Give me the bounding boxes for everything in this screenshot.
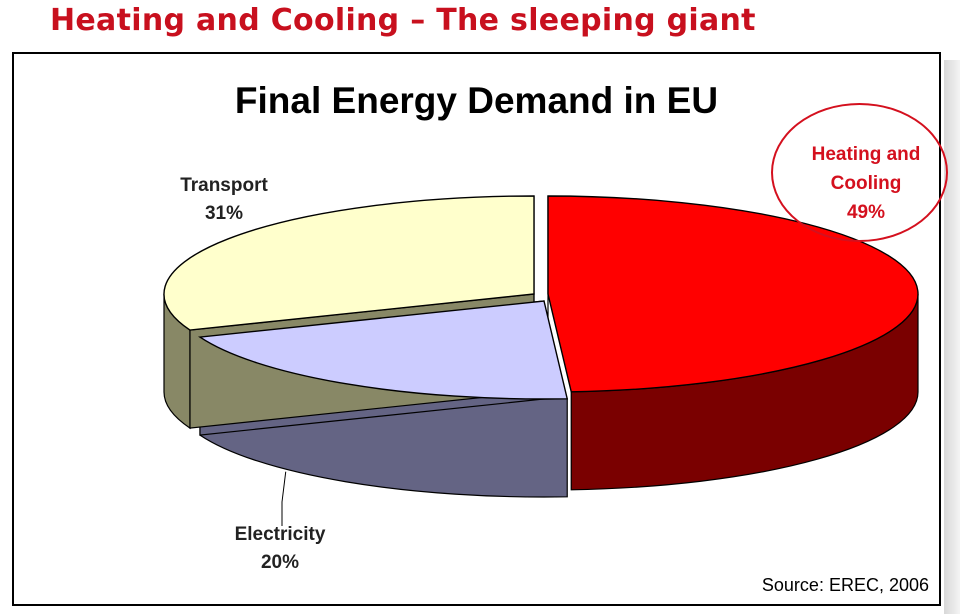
electricity-label-name: Electricity — [234, 524, 326, 545]
transport-label-value: 31% — [204, 203, 244, 224]
highlight-circle — [771, 103, 948, 242]
chart-title: Final Energy Demand in EU — [234, 80, 719, 121]
electricity-label: Electricity 20% — [210, 521, 350, 577]
slide-title: Heating and Cooling – The sleeping giant — [50, 3, 756, 38]
transport-label: Transport 31% — [159, 172, 289, 228]
pie-slice-transport — [163, 195, 535, 331]
electricity-leader-line — [281, 471, 287, 526]
chart-frame: Final Energy Demand in EU Heating and Co… — [12, 52, 948, 606]
electricity-label-value: 20% — [260, 552, 300, 573]
heating-label-value: 49% — [846, 202, 886, 223]
pie-slice-electricity — [197, 300, 569, 400]
heating-label: Heating and Cooling 49% — [786, 140, 946, 227]
source-note: Source: EREC, 2006 — [761, 575, 929, 595]
slide-edge-shadow — [944, 60, 960, 614]
heating-label-line1: Heating and — [811, 144, 921, 165]
pie-chart — [163, 195, 919, 526]
transport-label-name: Transport — [180, 175, 268, 196]
pie-slice-heating-and-cooling — [547, 195, 919, 393]
heating-label-line2: Cooling — [830, 173, 902, 194]
